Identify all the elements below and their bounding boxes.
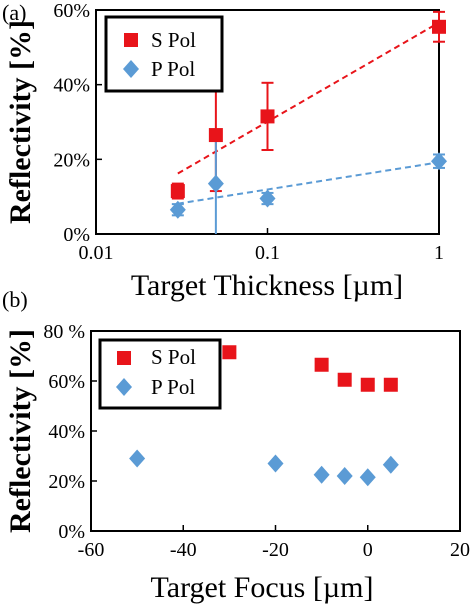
panel-b-y-tick-label: 60% [48,371,85,393]
panel-b-point-s-pol [383,377,398,392]
panel-a-y-axis-label: Reflectivity [%] [4,20,37,224]
panel-a-point-p-pol [431,152,447,171]
panel-a-legend: S Pol P Pol [104,15,224,93]
panel-b-x-tick-label: -20 [262,539,289,561]
panel-b-point-p-pol [267,454,284,473]
panel-b-point-p-pol [313,465,330,484]
panel-a-point-s-pol [208,128,223,143]
panel-a-point-p-pol [207,174,224,193]
panel-b-x-tick-label: 20 [450,539,470,561]
panel-b-point-s-pol [314,357,329,372]
panel-b-x-axis-label: Target Focus [µm] [151,571,374,604]
panel-a-x-tick-label: 1 [434,242,444,264]
panel-b-x-tick-label: -60 [78,539,105,561]
panel-b-x-tick-label: 0 [363,539,373,561]
panel-a-legend-swatch-s-pol [124,33,138,47]
panel-a-point-p-pol [169,200,186,219]
panel-a-y-tick-label: 20% [53,149,90,171]
panel-b-legend-label-s-pol: S Pol [151,345,196,369]
panel-b-label: (b) [2,287,28,312]
panel-a-legend-label-s-pol: S Pol [151,28,196,52]
panel-a-trendline-s-pol [177,21,440,175]
panel-a-y-tick-label: 40% [53,75,90,97]
panel-a-label: (a) [2,0,26,25]
panel-b-y-tick-label: 80 % [43,321,85,343]
panel-b-legend-label-p-pol: P Pol [151,375,195,399]
panel-a-legend-label-p-pol: P Pol [151,57,195,81]
panel-a-point-s-pol [170,184,185,199]
panel-b-point-s-pol [360,377,375,392]
panel-a-y-tick-label: 60% [53,0,90,22]
panel-b-y-tick-label: 40% [48,421,85,443]
panel-a-x-tick-label: 0.1 [255,242,280,264]
panel-b-x-tick-label: -40 [170,539,197,561]
panel-b-point-p-pol [359,468,376,487]
panel-a-legend-swatch-p-pol [123,60,139,78]
panel-a-y-tick-label: 0% [63,224,90,246]
panel-b-point-s-pol [222,345,237,360]
panel-a-x-tick-label: 0.01 [79,242,114,264]
panel-a-x-axis-label: Target Thickness [µm] [131,269,403,302]
panel-b-legend: S Pol P Pol [98,338,222,410]
panel-b-point-p-pol [336,467,353,485]
panel-b: (b) -60 -40 -20 0 20 0% 20% 40% 60% 80 % Target F… [2,287,470,604]
panel-b-y-axis-label: Reflectivity [%] [4,329,37,533]
panel-a-trendline-p-pol [177,161,440,205]
panel-a-point-s-pol [260,109,275,124]
panel-b-point-s-pol [337,372,352,387]
panel-a-legend-box [104,15,224,93]
panel-b-legend-swatch-p-pol [116,378,132,396]
panel-b-point-p-pol [129,449,146,468]
panel-a-point-s-pol [432,19,446,34]
panel-b-legend-swatch-s-pol [117,351,131,365]
panel-a-point-p-pol [259,189,276,208]
panel-b-y-tick-label: 20% [48,471,85,493]
panel-a: (a) 0.01 0.1 1 0% 20% 40% 60% Target Thickness… [2,0,447,302]
panel-b-y-tick-label: 0% [58,521,85,543]
panel-b-point-p-pol [382,455,399,474]
